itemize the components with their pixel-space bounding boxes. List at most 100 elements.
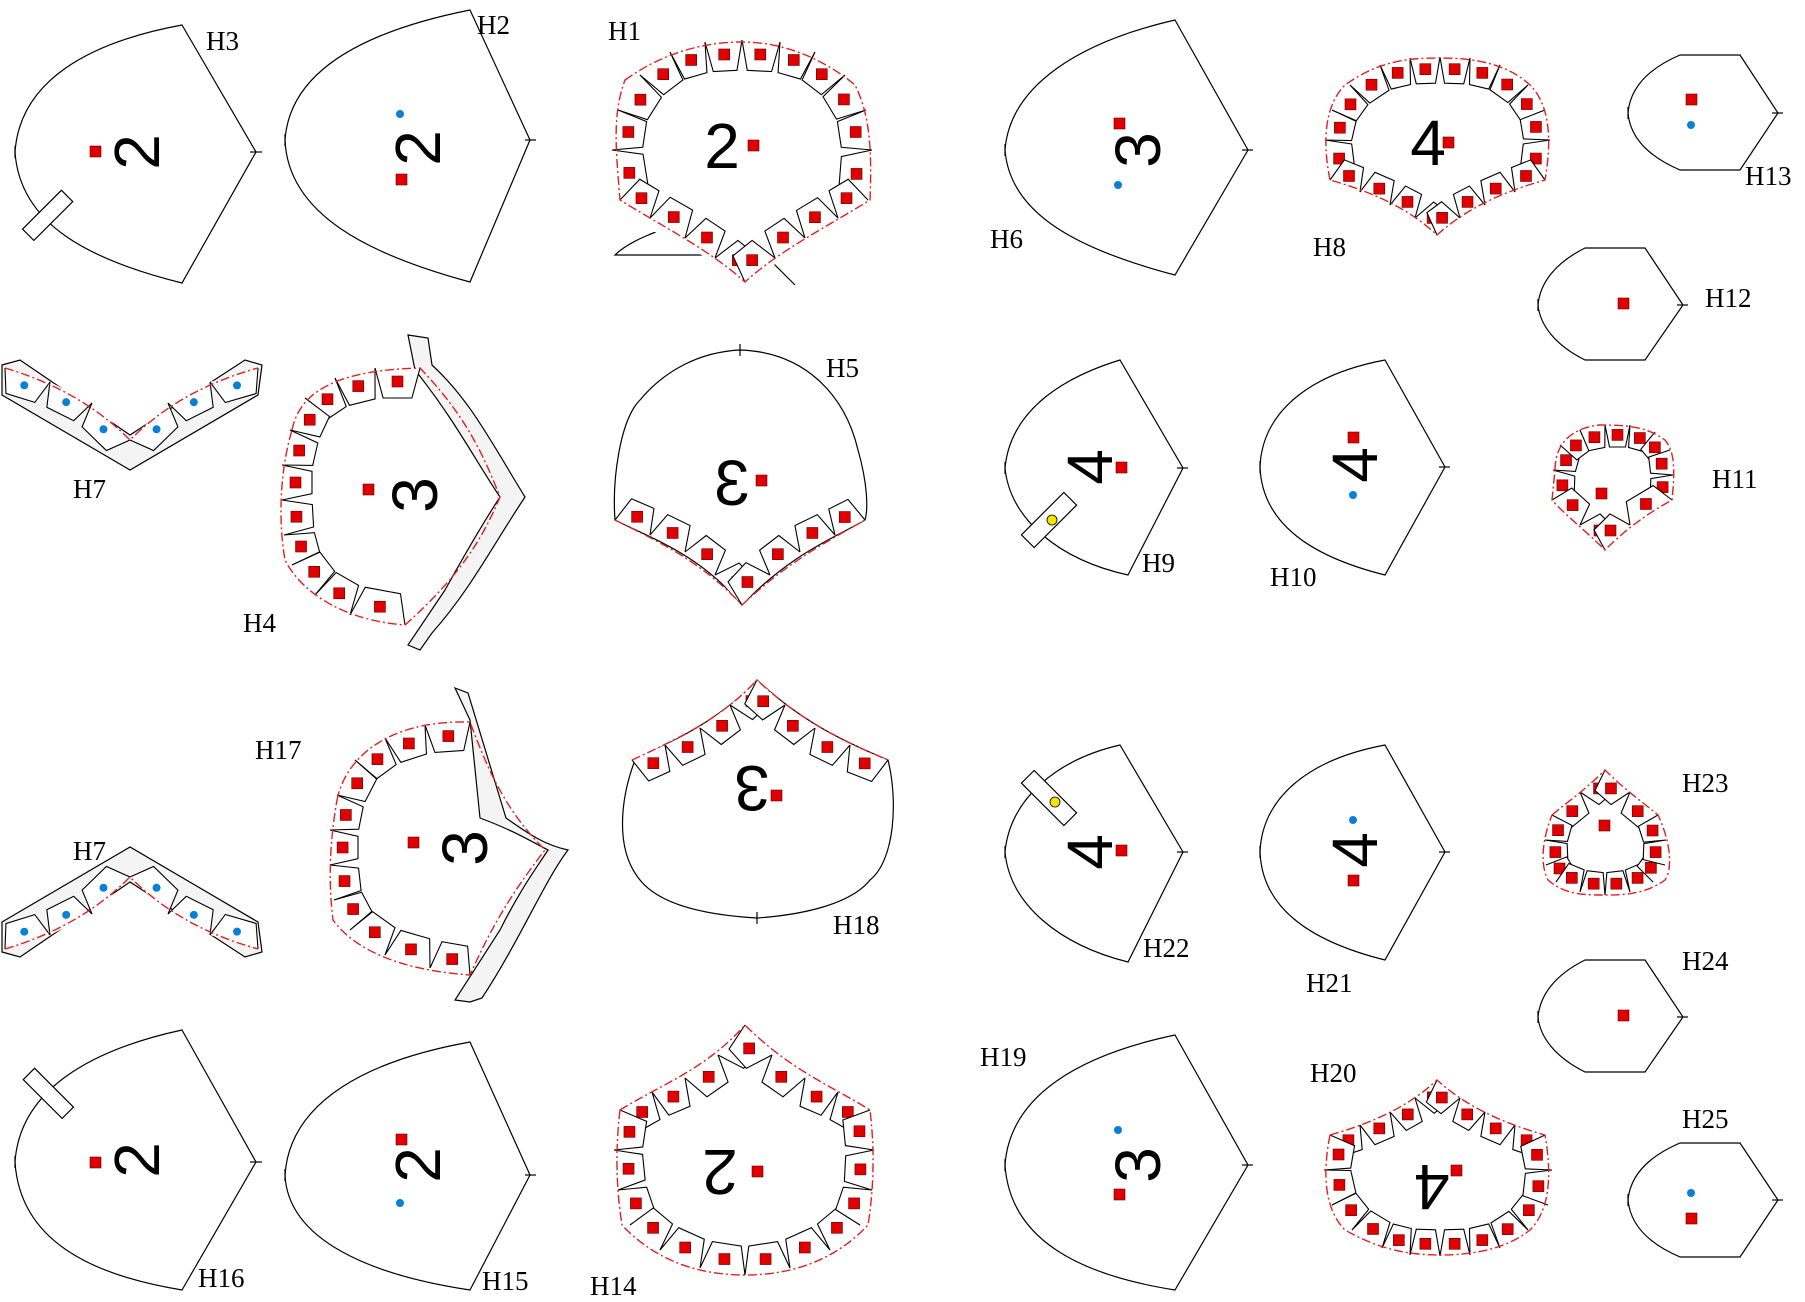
piece-number: 3 xyxy=(734,752,770,824)
red-square-marker xyxy=(622,126,635,138)
red-square-marker xyxy=(1373,1122,1386,1135)
piece-h24[interactable]: H24 xyxy=(1537,946,1729,1073)
red-square-marker xyxy=(1347,874,1360,887)
piece-label: H5 xyxy=(826,353,859,383)
piece-h14[interactable]: 2 H14 xyxy=(590,1023,875,1301)
red-square-marker xyxy=(371,753,384,765)
blue-dot-marker xyxy=(99,425,108,434)
piece-label: H19 xyxy=(980,1042,1027,1072)
red-square-marker xyxy=(1365,78,1378,91)
red-square-marker xyxy=(1655,457,1668,470)
red-square-marker xyxy=(636,1106,648,1118)
red-square-marker xyxy=(403,737,415,750)
red-square-marker xyxy=(1476,67,1489,79)
red-square-marker xyxy=(321,393,334,406)
blue-dot-marker xyxy=(233,927,242,936)
red-square-marker xyxy=(716,719,728,732)
red-square-marker xyxy=(757,695,770,708)
red-square-marker xyxy=(1450,1164,1463,1177)
piece-h15[interactable]: 2 H15 xyxy=(284,1041,536,1296)
red-square-marker xyxy=(701,548,713,561)
piece-h6[interactable]: 3 H6 xyxy=(990,19,1253,276)
piece-number: 3 xyxy=(429,830,501,866)
red-square-marker xyxy=(1461,196,1474,208)
yellow-circle-marker xyxy=(1049,796,1061,808)
red-square-marker xyxy=(369,926,381,939)
piece-h10[interactable]: 4 H10 xyxy=(1259,359,1450,592)
red-square-marker xyxy=(1419,63,1432,75)
piece-h7-top[interactable]: H7 xyxy=(1,359,263,504)
red-square-marker xyxy=(1113,117,1126,130)
red-square-marker xyxy=(647,1222,659,1234)
red-square-marker xyxy=(1617,1009,1630,1022)
piece-h12[interactable]: H12 xyxy=(1537,247,1752,361)
red-square-marker xyxy=(1646,824,1659,837)
red-square-marker xyxy=(657,68,670,81)
piece-label: H22 xyxy=(1143,933,1190,963)
piece-h3[interactable]: 2 H3 xyxy=(14,24,262,284)
piece-h11[interactable]: H11 xyxy=(1551,424,1758,551)
piece-h22[interactable]: 4 H22 xyxy=(1004,744,1190,963)
piece-h25[interactable]: H25 xyxy=(1627,1104,1783,1258)
red-square-marker xyxy=(743,1042,755,1055)
red-square-marker xyxy=(1552,824,1564,836)
piece-h8[interactable]: 4 H8 xyxy=(1313,56,1551,262)
red-square-marker xyxy=(1401,1108,1414,1121)
red-square-marker xyxy=(1610,877,1623,890)
piece-label: H9 xyxy=(1142,548,1175,578)
piece-number: 3 xyxy=(1102,1147,1174,1183)
red-square-marker xyxy=(842,1106,854,1118)
piece-h23[interactable]: H23 xyxy=(1542,768,1729,896)
piece-label: H21 xyxy=(1306,968,1353,998)
red-square-marker xyxy=(810,1090,823,1103)
blue-dot-marker xyxy=(233,381,242,390)
blue-dot-marker xyxy=(1114,1126,1122,1134)
red-square-marker xyxy=(391,375,404,388)
red-square-marker xyxy=(1401,196,1414,208)
blue-dot-marker xyxy=(20,927,29,936)
red-square-marker xyxy=(1530,152,1542,165)
piece-label: H3 xyxy=(206,26,239,56)
piece-h9[interactable]: 4 H9 xyxy=(1004,359,1188,578)
piece-h4[interactable]: 3 H4 xyxy=(243,334,526,651)
red-square-marker xyxy=(681,741,694,753)
piece-h21[interactable]: 4 H21 xyxy=(1259,744,1450,998)
red-square-marker xyxy=(1685,1212,1698,1225)
blue-dot-marker xyxy=(1687,121,1695,129)
piece-h18[interactable]: 3 H18 xyxy=(621,679,894,940)
piece-h16[interactable]: 2 H16 xyxy=(14,1029,262,1293)
blue-dot-marker xyxy=(152,425,161,434)
red-square-marker xyxy=(338,875,351,887)
piece-h20[interactable]: 4 H20 xyxy=(1310,1058,1553,1257)
piece-number: 4 xyxy=(1319,447,1391,483)
piece-h1[interactable]: 2 H1 xyxy=(606,16,877,286)
red-square-marker xyxy=(290,510,303,523)
piece-h17[interactable]: 3 H17 xyxy=(255,686,570,1003)
red-square-marker xyxy=(850,168,863,180)
piece-h2[interactable]: 2 H2 xyxy=(284,9,536,283)
blue-dot-marker xyxy=(62,910,71,919)
blue-dot-marker xyxy=(1114,181,1122,189)
red-square-marker xyxy=(787,719,799,732)
piece-h13[interactable]: H13 xyxy=(1627,54,1792,191)
blue-dot-marker xyxy=(396,1199,404,1207)
piece-h7-bottom[interactable]: H7 xyxy=(1,836,263,958)
piece-label: H16 xyxy=(198,1263,245,1293)
piece-h5[interactable]: 3 H5 xyxy=(613,344,868,606)
red-square-marker xyxy=(755,474,768,487)
red-square-marker xyxy=(838,511,851,523)
red-square-marker xyxy=(770,789,783,802)
red-square-marker xyxy=(635,192,648,204)
red-square-marker xyxy=(1391,67,1404,79)
piece-number: 3 xyxy=(379,477,451,513)
red-square-marker xyxy=(1344,98,1357,111)
red-square-marker xyxy=(446,953,458,965)
piece-label: H12 xyxy=(1705,283,1752,313)
red-square-marker xyxy=(340,809,352,821)
piece-h19[interactable]: 3 H19 xyxy=(980,1034,1253,1291)
piece-label: H6 xyxy=(990,224,1023,254)
red-square-marker xyxy=(1605,782,1617,795)
red-square-marker xyxy=(1640,498,1652,510)
red-square-marker xyxy=(631,510,643,523)
red-square-marker xyxy=(667,211,680,223)
